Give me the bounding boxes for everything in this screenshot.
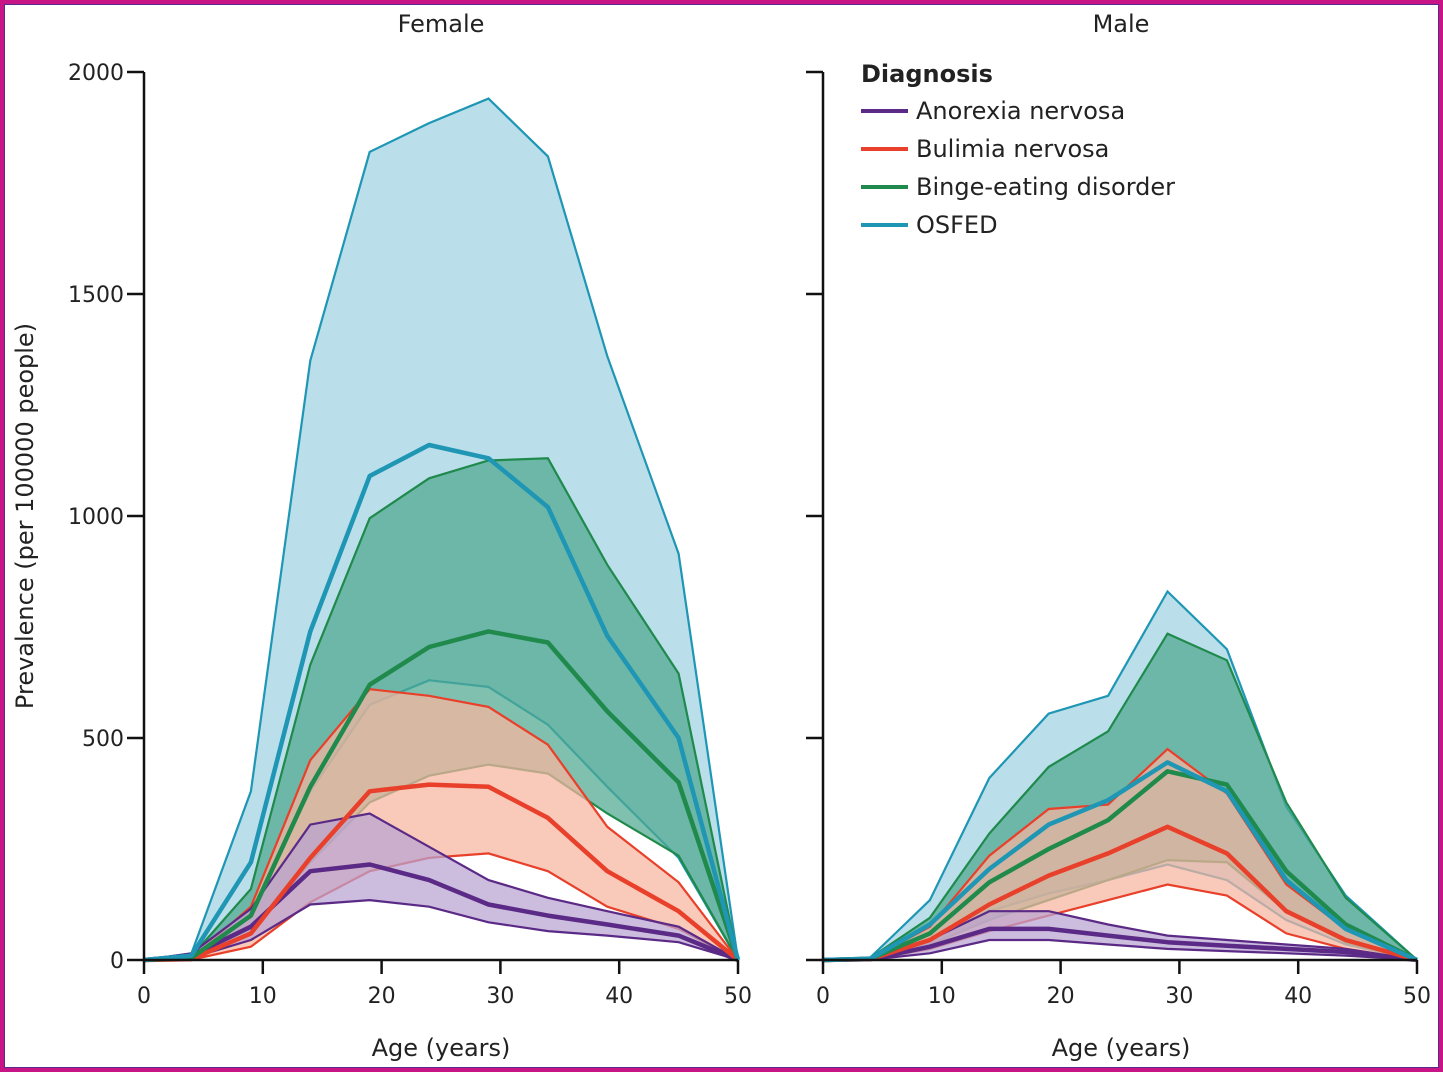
mean-line-male-anorexia-nervosa	[822, 926, 1418, 963]
legend-label-bulimia-nervosa: Bulimia nervosa	[916, 135, 1109, 163]
legend-label-osfed: OSFED	[916, 211, 998, 239]
y-tick-label-2000: 2000	[68, 61, 124, 86]
x-tick-label-male-20: 20	[1047, 984, 1075, 1009]
mean-line-female-bulimia-nervosa	[143, 782, 740, 963]
mean-line-male-osfed	[822, 760, 1418, 963]
panel-male: Male 0 10 20 30 40 50	[806, 10, 1431, 1009]
y-tick-label-1000: 1000	[68, 505, 124, 530]
x-tick-label-female-30: 30	[486, 984, 514, 1009]
band-male-bulimia-nervosa	[823, 749, 1417, 960]
x-tick-label-male-10: 10	[928, 984, 956, 1009]
legend-label-anorexia-nervosa: Anorexia nervosa	[916, 97, 1125, 125]
lower-line-male-anorexia-nervosa	[822, 938, 1418, 962]
mean-line-female-osfed	[143, 442, 741, 963]
mean-line-female-binge-eating-disorder	[143, 629, 741, 963]
y-axis-label: Prevalence (per 100000 people)	[11, 323, 39, 709]
legend-label-binge-eating-disorder: Binge-eating disorder	[916, 173, 1175, 201]
x-tick-label-female-50: 50	[724, 984, 752, 1009]
panel-female: Female 0 500 1000 1500 2000 0 10 20 30 40 50	[68, 10, 752, 1009]
x-tick-label-female-20: 20	[368, 984, 396, 1009]
x-tick-label-female-40: 40	[605, 984, 633, 1009]
x-axis-label-male: Age (years)	[1052, 1034, 1191, 1062]
legend-title: Diagnosis	[861, 60, 993, 88]
x-tick-label-male-0: 0	[816, 984, 830, 1009]
panel-title-female: Female	[398, 10, 485, 38]
mean-line-male-bulimia-nervosa	[822, 824, 1418, 963]
upper-line-female-binge-eating-disorder	[143, 457, 740, 962]
upper-line-female-anorexia-nervosa	[143, 812, 739, 962]
x-tick-label-male-50: 50	[1403, 984, 1431, 1009]
x-tick-label-female-0: 0	[137, 984, 151, 1009]
y-tick-label-0: 0	[110, 949, 124, 974]
x-tick-label-male-40: 40	[1284, 984, 1312, 1009]
mean-line-male-binge-eating-disorder	[822, 769, 1419, 963]
panel-title-male: Male	[1093, 10, 1150, 38]
chart-frame: Female 0 500 1000 1500 2000 0 10 20 30 40 50 Male …	[4, 4, 1439, 1068]
y-tick-label-500: 500	[82, 727, 124, 752]
x-tick-label-female-10: 10	[249, 984, 277, 1009]
x-axis-label-female: Age (years)	[372, 1034, 511, 1062]
x-tick-label-male-30: 30	[1165, 984, 1193, 1009]
upper-line-female-osfed	[143, 97, 740, 962]
legend: Diagnosis Anorexia nervosa Bulimia nervos…	[861, 60, 1175, 239]
upper-line-male-binge-eating-disorder	[822, 632, 1418, 962]
lower-line-female-anorexia-nervosa	[143, 898, 739, 962]
y-tick-label-1500: 1500	[68, 283, 124, 308]
mean-line-female-anorexia-nervosa	[143, 862, 739, 963]
